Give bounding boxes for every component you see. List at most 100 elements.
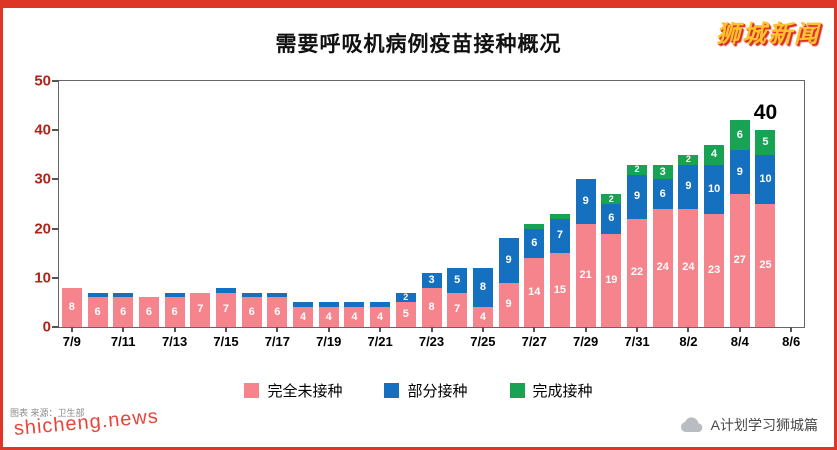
bar-segment: [293, 302, 314, 308]
bar-value-label: 15: [553, 283, 567, 296]
y-tick-label: 20: [34, 220, 51, 238]
bar-segment: 15: [549, 253, 570, 327]
bar-segment: 19: [601, 233, 622, 327]
bar-segment: 9: [678, 164, 699, 209]
bar-segment: 9: [627, 174, 648, 219]
bar-7/30: 19 6 2: [601, 194, 622, 327]
bar-segment: [215, 287, 236, 293]
cloud-icon: [680, 417, 704, 433]
bar-value-label: 7: [454, 303, 461, 316]
bar-7/28: 15 7: [549, 213, 570, 327]
x-tick-label: 7/19: [316, 334, 342, 349]
x-tick-label: 7/13: [161, 334, 188, 349]
bar-value-label: 4: [299, 310, 307, 323]
bar-7/11: 6: [113, 292, 134, 327]
bar-value-label: 6: [531, 236, 538, 249]
x-tick-mark: [122, 327, 125, 332]
bar-value-label: 6: [608, 212, 615, 225]
bar-segment: 6: [87, 297, 108, 327]
x-tick-mark: [276, 327, 279, 332]
bar-segment: 2: [678, 154, 699, 165]
bar-value-label: 6: [171, 305, 178, 318]
bar-value-label: 24: [656, 261, 669, 274]
bar-value-label: 3: [659, 165, 666, 178]
x-tick-label: 7/25: [470, 334, 496, 349]
bar-value-label: 4: [351, 310, 358, 323]
legend-label: 部分接种: [407, 383, 468, 400]
bar-segment: 9: [498, 238, 519, 283]
bar-value-label: 3: [428, 273, 435, 286]
bar-segment: 6: [138, 297, 159, 327]
bar-segment: 3: [652, 164, 673, 180]
bar-segment: [87, 292, 108, 298]
chart-title: 需要呼吸机病例疫苗接种概况: [275, 33, 562, 56]
bar-value-label: 6: [94, 305, 101, 318]
x-tick-mark: [430, 327, 433, 332]
bar-value-label: 6: [145, 305, 152, 318]
bar-segment: 7: [549, 218, 570, 254]
y-tick-label: 10: [34, 269, 51, 287]
bar-segment: 8: [61, 287, 82, 327]
bar-segment: 4: [472, 307, 493, 327]
bar-7/14: 7: [190, 292, 211, 327]
bar-value-label: 9: [633, 190, 641, 203]
bar-segment: [524, 223, 545, 229]
bar-7/27: 14 6: [524, 223, 545, 327]
bar-value-label: 4: [479, 310, 486, 323]
bar-value-label: 27: [733, 254, 746, 267]
bar-segment: 6: [164, 297, 185, 327]
y-tick-mark: [52, 227, 59, 230]
legend-item: 部分接种: [384, 380, 468, 401]
x-tick-mark: [173, 327, 176, 332]
x-tick-mark: [379, 327, 382, 332]
bar-segment: 27: [729, 194, 750, 327]
bar-segment: 24: [678, 208, 699, 327]
bar-8/2: 24 9 2: [678, 154, 699, 327]
x-tick-mark: [738, 327, 741, 332]
bar-segment: 7: [190, 292, 211, 327]
bar-segment: 2: [627, 164, 648, 175]
bar-value-label: 10: [707, 182, 721, 195]
bar-value-label: 23: [707, 263, 721, 276]
bar-segment: 6: [524, 228, 545, 259]
bar-segment: [164, 292, 185, 298]
bar-segment: [241, 292, 262, 298]
plot-area: 8 6 6 6 6 7 7 6 6 4 4 4 4 5 2 8 3 7 5 4 8 9 9 14 6 15 7 21 9 19 6 2 22 9 2…: [34, 73, 805, 349]
bar-value-label: 9: [685, 180, 692, 193]
bar-7/18: 4: [293, 302, 314, 327]
bar-segment: 7: [215, 292, 236, 327]
legend-label: 完全未接种: [267, 383, 343, 400]
bar-segment: 25: [755, 204, 776, 327]
bar-segment: 4: [704, 144, 725, 165]
bar-value-label: 9: [505, 254, 512, 267]
bar-value-label: 6: [736, 128, 743, 141]
legend-swatch: [244, 383, 260, 398]
bar-segment: 4: [344, 307, 365, 327]
x-tick-label: 7/31: [624, 334, 650, 349]
brand-logo: 狮城新闻: [716, 22, 820, 48]
bar-value-label: 2: [608, 194, 614, 204]
y-tick-label: 50: [34, 72, 51, 90]
x-tick-label: 7/27: [521, 334, 547, 349]
bar-segment: 2: [395, 292, 416, 303]
bar-value-label: 8: [428, 300, 435, 313]
bar-segment: [267, 292, 288, 298]
bars-layer: 8 6 6 6 6 7 7 6 6 4 4 4 4 5 2 8 3 7 5 4 8 9 9 14 6 15 7 21 9 19 6 2 22 9 2…: [59, 81, 804, 327]
bar-segment: 7: [447, 292, 468, 327]
bar-7/21: 4: [370, 302, 391, 327]
source-note: 图表 来源：卫生部: [10, 408, 85, 419]
x-tick-mark: [327, 327, 330, 332]
bar-segment: 9: [498, 282, 519, 327]
bar-value-label: 9: [505, 298, 512, 311]
bar-segment: 5: [395, 302, 416, 327]
bar-value-label: 7: [556, 229, 563, 242]
x-tick-mark: [584, 327, 587, 332]
bar-7/29: 21 9: [575, 179, 596, 327]
bar-7/16: 6: [241, 292, 262, 327]
bar-8/1: 24 6 3: [652, 164, 673, 327]
bar-value-label: 25: [759, 259, 772, 271]
